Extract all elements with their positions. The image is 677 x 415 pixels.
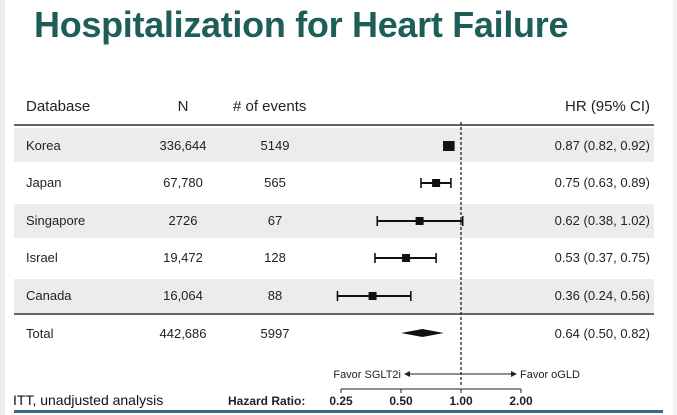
point-estimate	[368, 292, 377, 300]
favor-right-label: Favor oGLD	[520, 369, 580, 381]
column-header-events: # of events	[233, 98, 307, 115]
point-estimate	[415, 217, 424, 225]
row-hr-ci: 0.87 (0.82, 0.92)	[554, 138, 650, 153]
row-n: 16,064	[163, 288, 203, 303]
row-events: 88	[267, 288, 283, 303]
row-events: 128	[264, 250, 286, 265]
slide-title: Hospitalization for Heart Failure	[34, 4, 569, 45]
row-hr-ci: 0.75 (0.63, 0.89)	[554, 175, 650, 190]
point-estimate	[443, 141, 454, 151]
favor-arrow-right-head	[511, 371, 517, 377]
x-tick-label: 0.25	[329, 394, 353, 408]
row-n: 67,780	[163, 175, 203, 190]
total-hr-ci: 0.64 (0.50, 0.82)	[554, 326, 650, 341]
row-background	[14, 128, 654, 162]
row-hr-ci: 0.36 (0.24, 0.56)	[554, 288, 650, 303]
total-events: 5997	[260, 326, 290, 341]
row-events: 67	[267, 213, 283, 228]
x-tick-label: 0.50	[389, 394, 413, 408]
column-header-n: N	[177, 98, 189, 115]
row-background	[14, 279, 654, 313]
row-hr-ci: 0.53 (0.37, 0.75)	[554, 250, 650, 265]
header-rule	[14, 124, 654, 126]
row-n: 336,644	[159, 138, 207, 153]
axis-label: Hazard Ratio:	[228, 394, 305, 408]
total-database: Total	[26, 326, 54, 341]
point-estimate	[432, 179, 441, 187]
row-events: 565	[264, 175, 286, 190]
slide-edge-right	[673, 0, 677, 415]
column-header-hr: HR (95% CI)	[564, 98, 650, 115]
favor-arrow-left-head	[404, 371, 410, 377]
column-header-database: Database	[26, 98, 91, 115]
row-n: 19,472	[163, 250, 203, 265]
row-database: Singapore	[26, 213, 86, 228]
row-n: 2726	[168, 213, 198, 228]
row-database: Canada	[26, 288, 72, 303]
footnote: ITT, unadjusted analysis	[13, 392, 164, 408]
x-tick-label: 1.00	[449, 394, 473, 408]
row-database: Israel	[26, 250, 58, 265]
row-database: Japan	[26, 175, 62, 190]
total-rule	[14, 313, 654, 315]
point-estimate	[402, 254, 411, 262]
row-database: Korea	[26, 138, 61, 153]
slide-edge-left	[0, 0, 5, 415]
bottom-rule	[14, 410, 663, 413]
row-background	[14, 204, 654, 238]
favor-left-label: Favor SGLT2i	[333, 369, 401, 381]
total-diamond	[401, 329, 444, 337]
row-hr-ci: 0.62 (0.38, 1.02)	[554, 213, 650, 228]
x-tick-label: 2.00	[509, 394, 533, 408]
total-n: 442,686	[159, 326, 207, 341]
row-events: 5149	[260, 138, 290, 153]
